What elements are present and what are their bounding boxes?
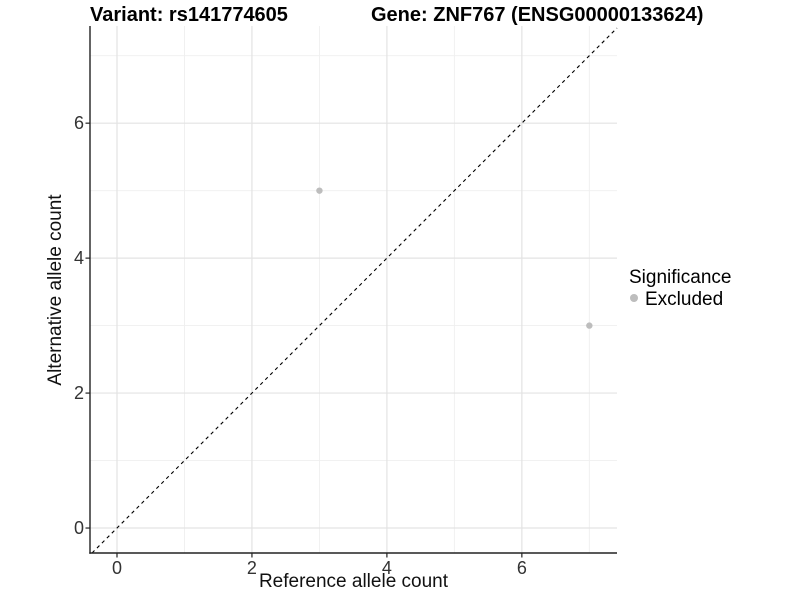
y-tick-label: 4 bbox=[73, 248, 84, 269]
x-tick-label: 4 bbox=[381, 558, 392, 578]
identity-dashed-line bbox=[91, 27, 618, 554]
x-tick-label: 2 bbox=[246, 558, 257, 578]
y-axis-title: Alternative allele count bbox=[45, 194, 66, 386]
gene-title: Gene: ZNF767 (ENSG00000133624) bbox=[371, 4, 704, 26]
variant-title: Variant: rs141774605 bbox=[90, 4, 288, 26]
legend-key-circle-icon bbox=[630, 294, 638, 302]
x-tick-label: 0 bbox=[111, 558, 122, 578]
x-axis-title: Reference allele count bbox=[258, 571, 449, 592]
x-tick-label: 6 bbox=[516, 558, 527, 578]
legend-title: Significance bbox=[629, 267, 732, 288]
y-tick-label: 0 bbox=[73, 518, 84, 539]
legend-item-label: Excluded bbox=[645, 289, 724, 310]
data-point bbox=[316, 187, 323, 194]
data-point bbox=[586, 322, 593, 329]
y-tick-label: 2 bbox=[73, 383, 84, 404]
y-tick-label: 6 bbox=[73, 113, 84, 134]
